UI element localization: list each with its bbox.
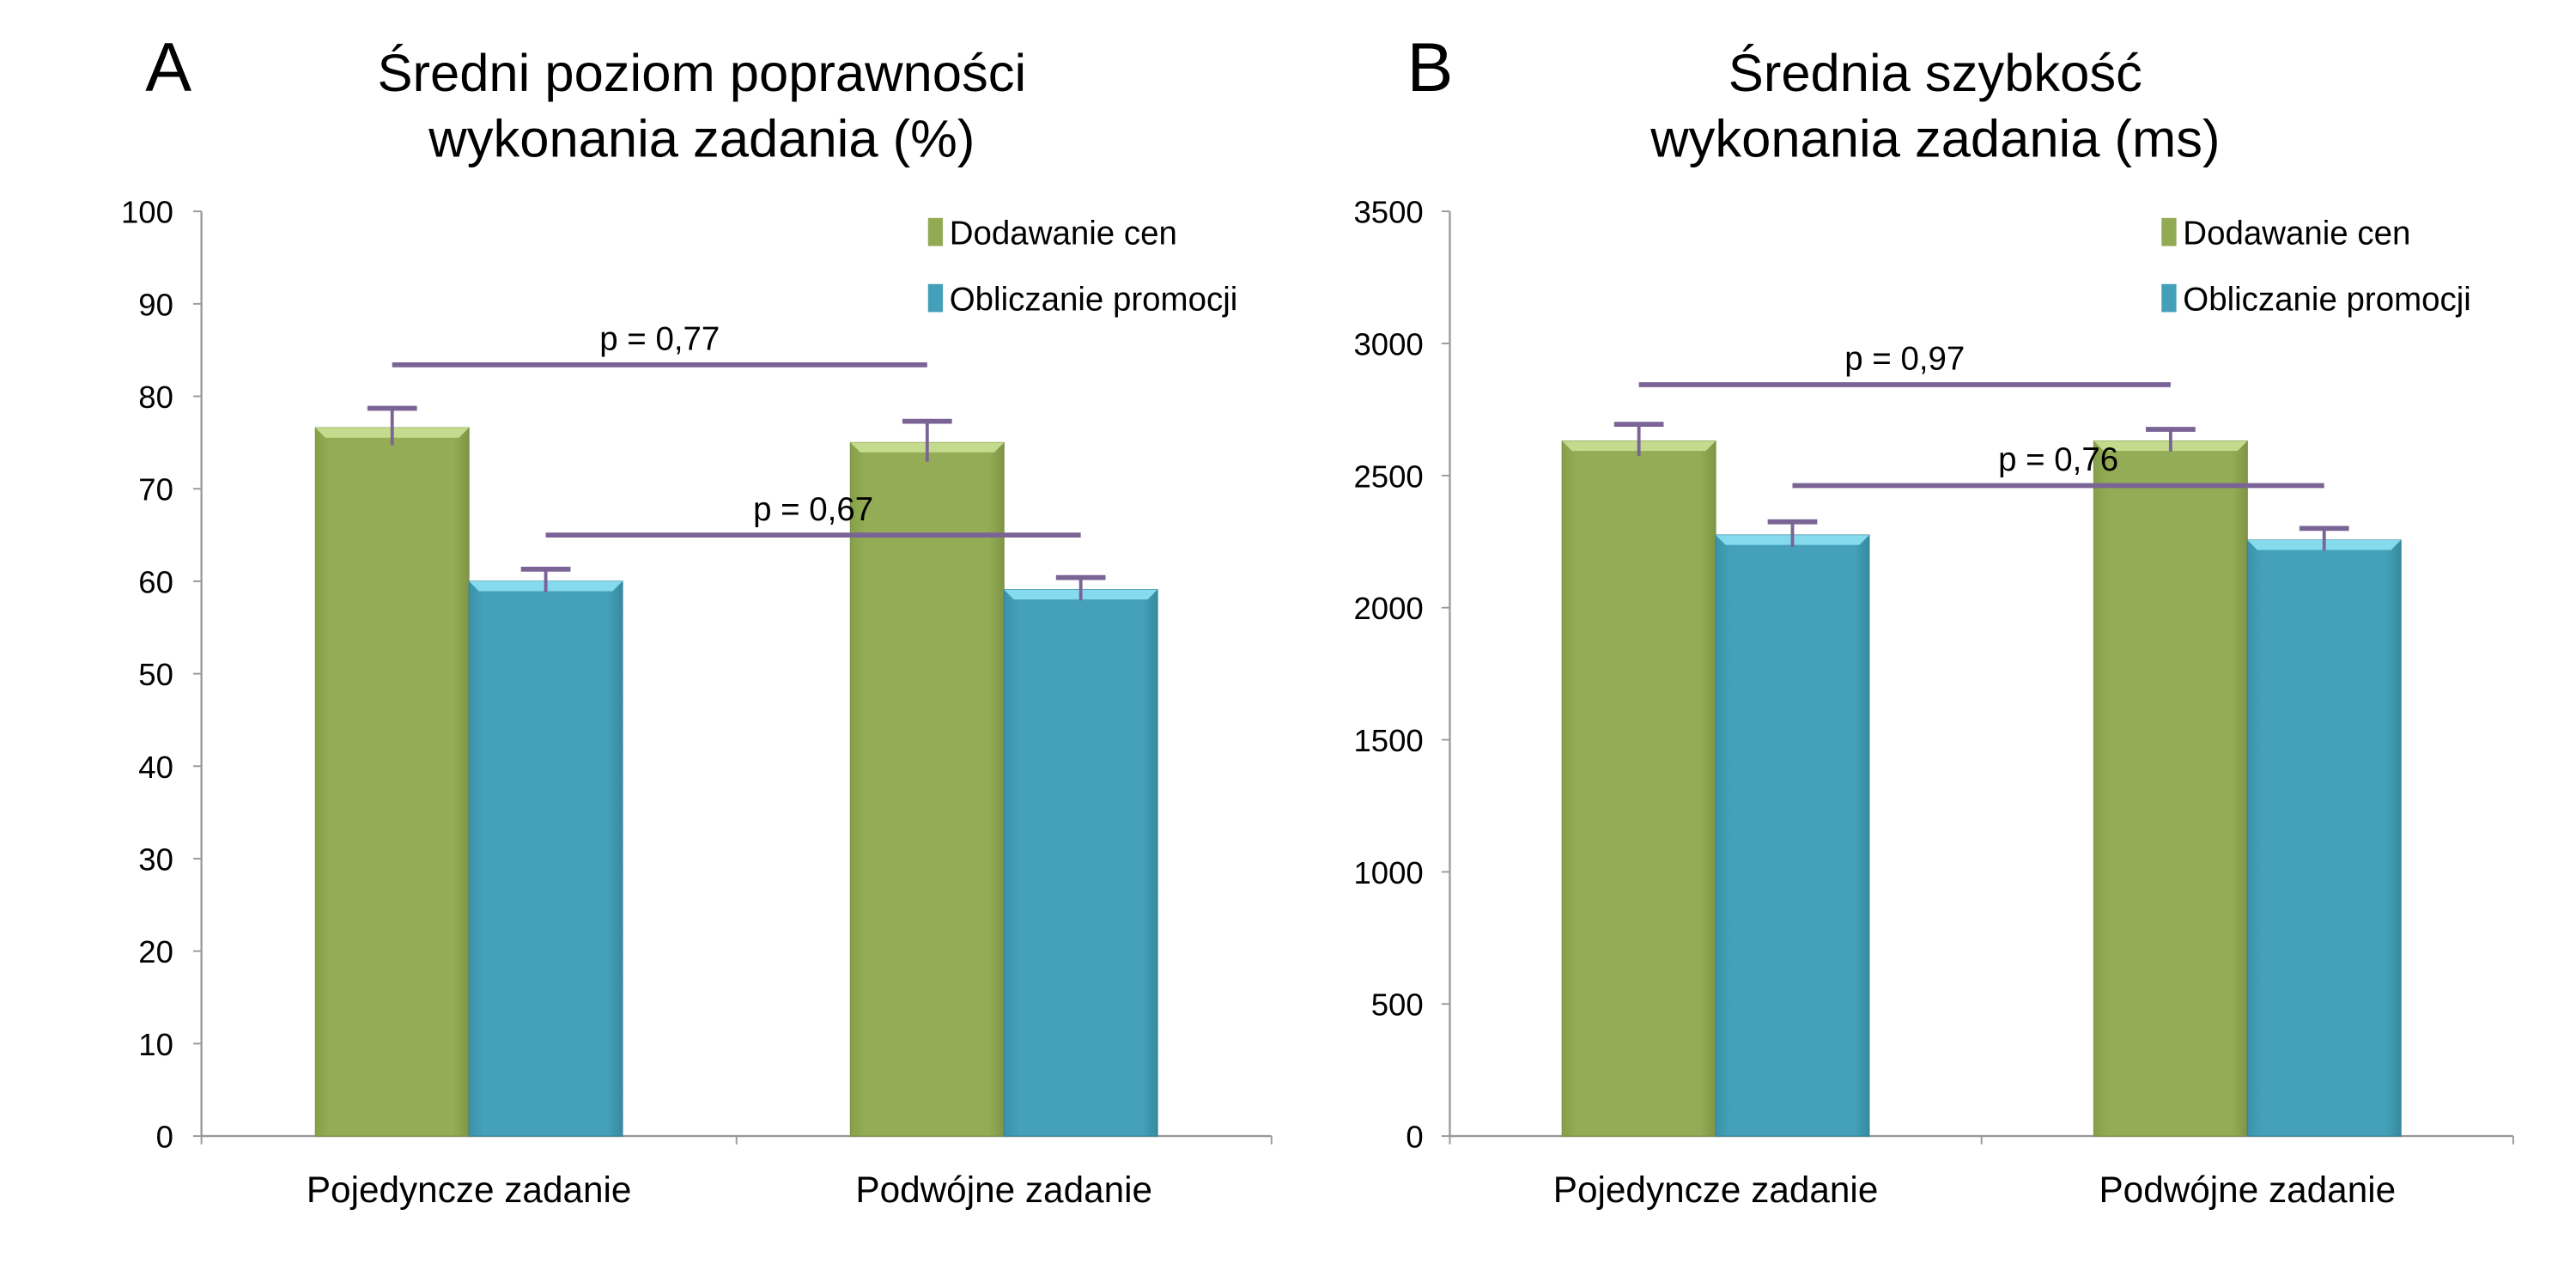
y-tick-label: 90	[138, 287, 173, 322]
y-tick-label: 20	[138, 934, 173, 969]
legend-swatch	[927, 283, 944, 313]
p-value-label: p = 0,67	[753, 491, 873, 528]
panel-label: A	[145, 29, 191, 106]
x-tick-label: Podwójne zadanie	[2099, 1170, 2396, 1210]
p-value-label: p = 0,97	[1844, 341, 1965, 378]
y-tick-label: 10	[138, 1027, 173, 1062]
legend-label: Obliczanie promocji	[2183, 282, 2471, 319]
bar-dodawanie-cen	[314, 427, 470, 1137]
x-tick-label: Pojedyncze zadanie	[307, 1170, 632, 1210]
bar-dodawanie-cen	[849, 441, 1005, 1137]
y-tick-label: 1000	[1353, 855, 1423, 890]
chart-title-line: Średnia szybkość	[1728, 44, 2142, 103]
panel-label: B	[1406, 29, 1453, 106]
y-tick-label: 50	[138, 657, 173, 692]
legend-swatch	[2161, 283, 2177, 313]
y-tick-label: 3000	[1353, 326, 1423, 361]
y-tick-label: 70	[138, 472, 173, 507]
chart-title-line: wykonania zadania (%)	[428, 110, 975, 169]
legend-label: Dodawanie cen	[2183, 216, 2410, 252]
x-tick-label: Pojedyncze zadanie	[1553, 1170, 1879, 1210]
y-tick-label: 2500	[1353, 459, 1423, 494]
y-tick-label: 1500	[1353, 723, 1423, 758]
legend-swatch	[927, 217, 944, 246]
bar-obliczanie-promocji	[1003, 589, 1158, 1137]
chart-title-line: wykonania zadania (ms)	[1649, 110, 2220, 169]
bar-obliczanie-promocji	[468, 580, 623, 1137]
panel-b: B Średnia szybkość wykonania zadania (ms) 0…	[1353, 29, 2514, 1210]
y-tick-label: 60	[138, 564, 173, 599]
y-tick-label: 30	[138, 841, 173, 877]
y-tick-label: 3500	[1353, 195, 1423, 230]
y-tick-label: 0	[1406, 1120, 1423, 1155]
chart-title-line: Średni poziom poprawności	[377, 44, 1026, 103]
panel-a: A Średni poziom poprawności wykonania zada…	[121, 29, 1273, 1210]
y-tick-label: 80	[138, 380, 173, 415]
bar-obliczanie-promocji	[1715, 534, 1870, 1137]
y-tick-label: 40	[138, 750, 173, 785]
legend-label: Obliczanie promocji	[950, 282, 1238, 319]
x-tick-label: Podwójne zadanie	[855, 1170, 1152, 1210]
p-value-label: p = 0,77	[599, 321, 720, 358]
legend-swatch	[2161, 217, 2177, 246]
y-tick-label: 0	[156, 1120, 173, 1155]
legend-label: Dodawanie cen	[950, 216, 1177, 252]
y-tick-label: 2000	[1353, 591, 1423, 626]
p-value-label: p = 0,76	[1998, 441, 2118, 478]
y-tick-label: 500	[1371, 987, 1424, 1023]
bar-dodawanie-cen	[2093, 440, 2248, 1137]
y-tick-label: 100	[121, 195, 173, 230]
bar-dodawanie-cen	[1561, 440, 1716, 1137]
bar-obliczanie-promocji	[2246, 539, 2402, 1137]
